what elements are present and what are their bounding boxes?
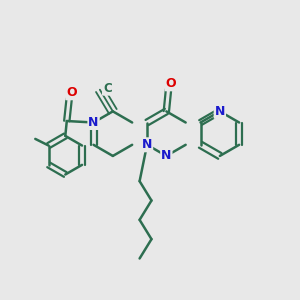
Text: N: N [161,149,172,162]
Text: N: N [88,116,99,129]
Text: N: N [215,105,225,118]
Text: O: O [166,77,176,90]
Text: C: C [103,82,112,95]
Text: O: O [66,86,77,99]
Text: N: N [142,138,152,151]
